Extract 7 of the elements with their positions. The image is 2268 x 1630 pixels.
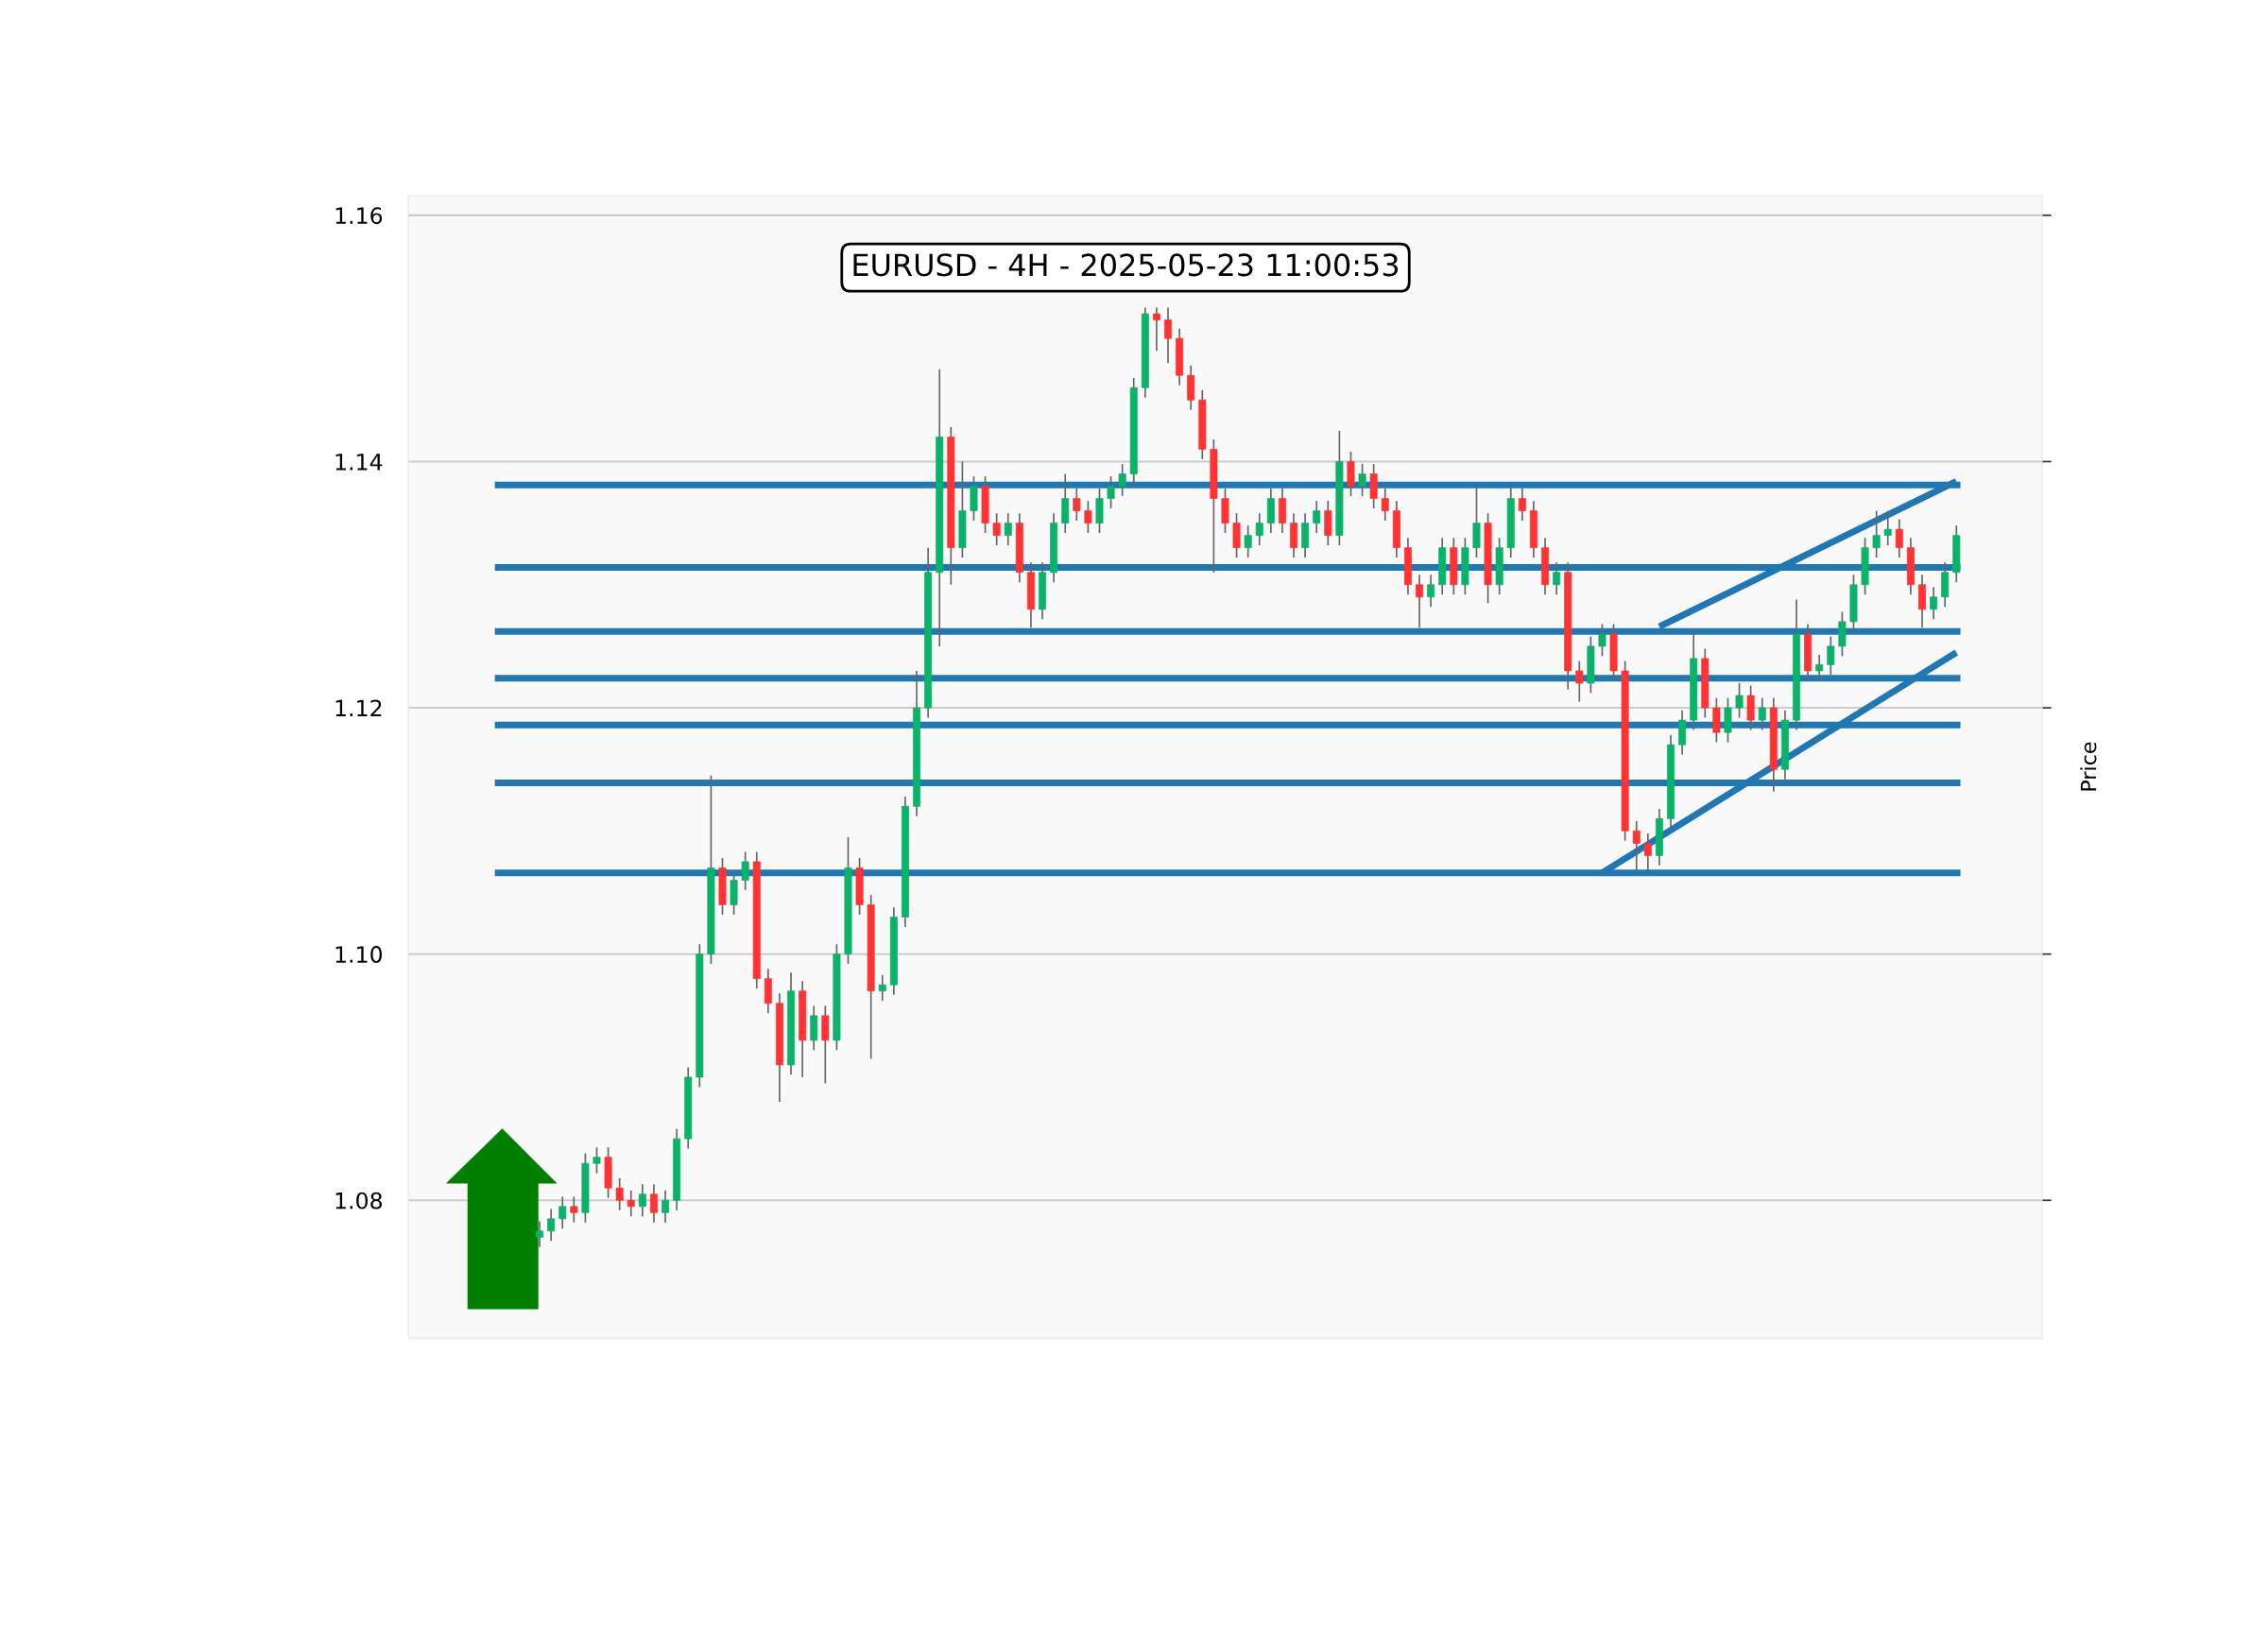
text: EURUSD - 4H - 2025-05-23 11:00:53 (853, 253, 1399, 277)
y-tick-label: 1.12 (335, 699, 382, 717)
y-tick-label: 1.10 (335, 946, 383, 963)
y-tick-label: 1.14 (335, 454, 383, 471)
y-tick-label: 1.16 (335, 207, 383, 225)
y-axis-title: Price (2080, 742, 2097, 791)
y-tick-label: 1.08 (335, 1192, 382, 1210)
